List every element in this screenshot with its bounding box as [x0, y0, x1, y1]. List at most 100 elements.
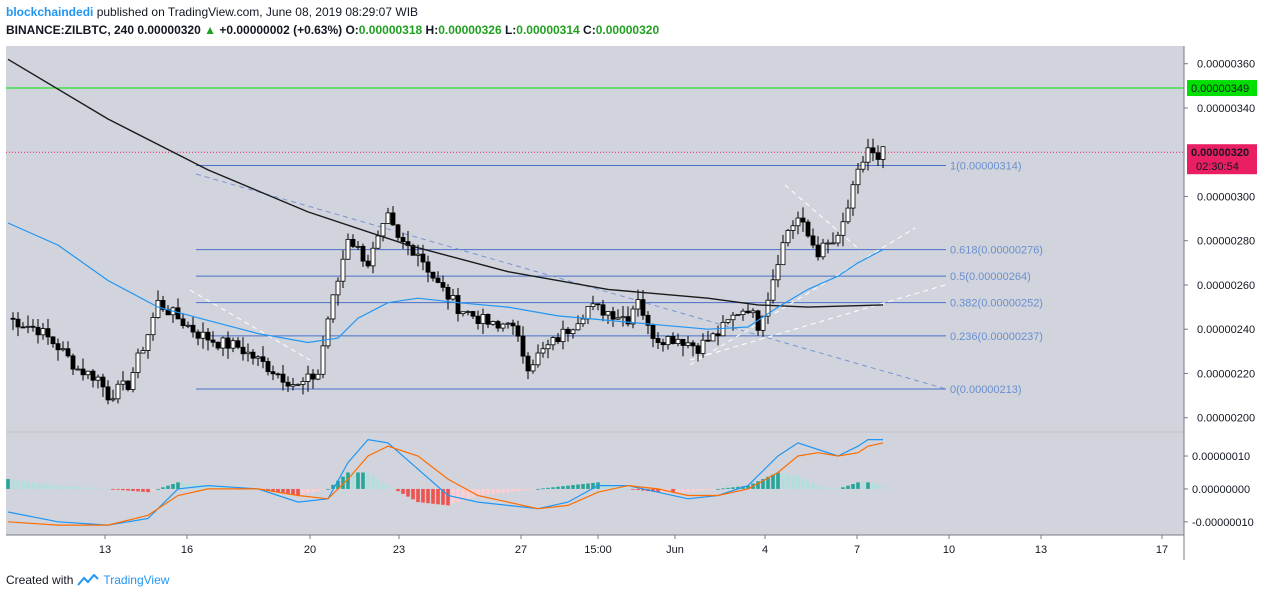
candle-body[interactable] [620, 316, 626, 319]
candle-body[interactable] [335, 280, 341, 296]
candle-body[interactable] [275, 373, 281, 376]
candle-body[interactable] [800, 217, 806, 223]
candle-body[interactable] [30, 325, 36, 328]
candle-body[interactable] [580, 318, 586, 325]
candle-body[interactable] [150, 317, 156, 336]
candle-body[interactable] [625, 316, 631, 325]
candle-body[interactable] [155, 299, 161, 318]
candle-body[interactable] [615, 317, 621, 320]
candle-body[interactable] [430, 271, 436, 279]
candle-body[interactable] [440, 282, 446, 288]
candle-body[interactable] [160, 299, 166, 310]
candle-body[interactable] [480, 314, 486, 325]
candle-body[interactable] [80, 368, 86, 376]
candle-body[interactable] [515, 325, 521, 337]
candle-body[interactable] [780, 242, 786, 266]
candle-body[interactable] [710, 333, 716, 342]
candle-body[interactable] [810, 235, 816, 246]
candle-body[interactable] [690, 342, 696, 347]
candle-body[interactable] [400, 237, 406, 243]
candle-body[interactable] [725, 319, 731, 323]
candle-body[interactable] [330, 294, 336, 320]
candle-body[interactable] [50, 336, 56, 345]
candle-body[interactable] [600, 304, 606, 316]
candle-body[interactable] [445, 286, 451, 300]
candle-body[interactable] [500, 323, 506, 329]
candle-body[interactable] [695, 345, 701, 354]
candle-body[interactable] [345, 239, 351, 260]
macd-pane[interactable] [6, 433, 1184, 535]
candle-body[interactable] [555, 337, 561, 343]
candle-body[interactable] [110, 398, 116, 401]
candle-body[interactable] [260, 356, 266, 362]
signal-line[interactable] [7, 442, 884, 526]
candle-body[interactable] [475, 315, 481, 325]
candle-body[interactable] [655, 338, 661, 343]
candle-body[interactable] [355, 245, 361, 248]
candle-body[interactable] [790, 225, 796, 231]
candle-body[interactable] [455, 295, 461, 315]
candle-body[interactable] [530, 364, 536, 372]
candle-body[interactable] [610, 311, 616, 320]
candle-body[interactable] [845, 207, 851, 223]
candle-body[interactable] [700, 339, 706, 354]
candle-body[interactable] [45, 328, 51, 338]
candle-body[interactable] [465, 311, 471, 313]
candle-body[interactable] [65, 348, 71, 357]
candle-body[interactable] [450, 295, 456, 300]
candle-body[interactable] [805, 221, 811, 237]
candle-body[interactable] [340, 258, 346, 282]
macd-line[interactable] [7, 438, 883, 526]
candle-body[interactable] [715, 333, 721, 337]
candle-body[interactable] [215, 341, 221, 349]
candle-body[interactable] [290, 384, 296, 387]
brand-text[interactable]: TradingView [103, 573, 170, 587]
candle-body[interactable] [420, 253, 426, 263]
candle-body[interactable] [470, 311, 476, 317]
candle-body[interactable] [285, 381, 291, 387]
candle-body[interactable] [830, 242, 836, 245]
candle-body[interactable] [255, 356, 261, 359]
candle-body[interactable] [120, 380, 126, 385]
candle-body[interactable] [15, 318, 21, 328]
candle-body[interactable] [235, 340, 241, 348]
candle-body[interactable] [280, 373, 286, 383]
candle-body[interactable] [660, 342, 666, 346]
candle-body[interactable] [35, 326, 41, 336]
candle-body[interactable] [320, 345, 326, 375]
candle-body[interactable] [680, 338, 686, 346]
candle-body[interactable] [705, 339, 711, 342]
candle-body[interactable] [815, 244, 821, 258]
candle-body[interactable] [735, 314, 741, 316]
candle-body[interactable] [415, 253, 421, 256]
candle-body[interactable] [645, 314, 651, 326]
candle-body[interactable] [25, 325, 31, 328]
candle-body[interactable] [305, 373, 311, 382]
candle-body[interactable] [675, 338, 681, 344]
candle-body[interactable] [550, 337, 556, 346]
candle-body[interactable] [205, 331, 211, 341]
candle-body[interactable] [730, 314, 736, 321]
candle-body[interactable] [10, 317, 16, 320]
candle-body[interactable] [460, 311, 466, 315]
candle-body[interactable] [775, 264, 781, 281]
candle-body[interactable] [595, 303, 601, 306]
candle-body[interactable] [855, 168, 861, 186]
candle-body[interactable] [765, 299, 771, 317]
candle-body[interactable] [390, 212, 396, 226]
candle-body[interactable] [570, 329, 576, 335]
candle-body[interactable] [180, 318, 186, 326]
candle-body[interactable] [750, 310, 756, 314]
candle-body[interactable] [240, 346, 246, 355]
candle-body[interactable] [760, 315, 766, 331]
candle-body[interactable] [590, 303, 596, 307]
candle-body[interactable] [20, 326, 26, 329]
candle-body[interactable] [245, 351, 251, 355]
candle-body[interactable] [685, 342, 691, 346]
candle-body[interactable] [375, 235, 381, 249]
candle-body[interactable] [860, 161, 866, 170]
candle-body[interactable] [310, 373, 316, 380]
candle-body[interactable] [880, 146, 886, 160]
candle-body[interactable] [505, 322, 511, 325]
